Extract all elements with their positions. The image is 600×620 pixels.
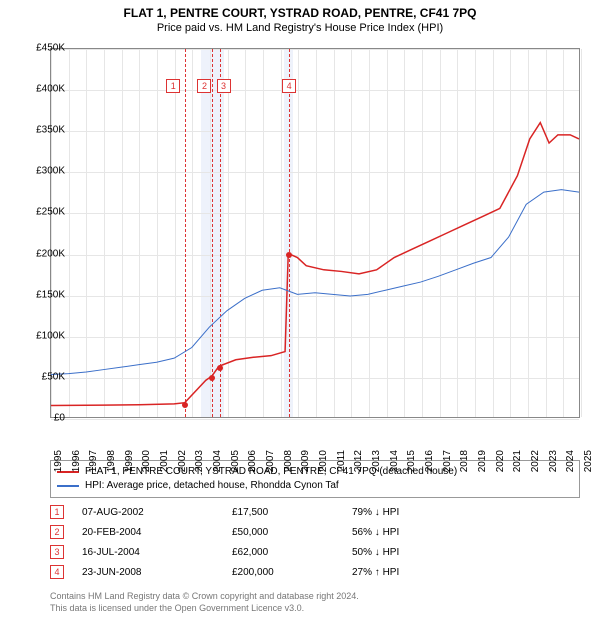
table-date: 07-AUG-2002 xyxy=(82,507,232,518)
x-axis-label: 2015 xyxy=(406,450,417,472)
x-axis-label: 2000 xyxy=(141,450,152,472)
x-axis-label: 2011 xyxy=(336,450,347,472)
table-row: 4 23-JUN-2008£200,00027% ↑ HPI xyxy=(50,562,580,582)
table-price: £62,000 xyxy=(232,547,352,558)
y-axis-label: £400K xyxy=(20,84,65,95)
y-axis-label: £50K xyxy=(20,371,65,382)
x-axis-label: 1996 xyxy=(71,450,82,472)
x-axis-label: 2024 xyxy=(565,450,576,472)
y-axis-label: £250K xyxy=(20,207,65,218)
x-axis-label: 2002 xyxy=(177,450,188,472)
table-diff: 50% ↓ HPI xyxy=(352,547,472,558)
title-main: FLAT 1, PENTRE COURT, YSTRAD ROAD, PENTR… xyxy=(0,6,600,20)
table-date: 23-JUN-2008 xyxy=(82,567,232,578)
chart-area: 1234 xyxy=(50,48,580,418)
x-axis-label: 2021 xyxy=(512,450,523,472)
table-badge: 3 xyxy=(50,545,64,559)
legend-label: HPI: Average price, detached house, Rhon… xyxy=(85,479,339,493)
y-axis-label: £100K xyxy=(20,330,65,341)
x-axis-label: 1997 xyxy=(88,450,99,472)
table-price: £200,000 xyxy=(232,567,352,578)
legend-row: HPI: Average price, detached house, Rhon… xyxy=(57,479,573,493)
x-axis-label: 2005 xyxy=(230,450,241,472)
table-price: £50,000 xyxy=(232,527,352,538)
series-svg xyxy=(51,49,579,417)
sale-marker xyxy=(286,252,292,258)
footer-line-2: This data is licensed under the Open Gov… xyxy=(50,602,359,614)
x-axis-label: 2013 xyxy=(371,450,382,472)
y-axis-label: £200K xyxy=(20,248,65,259)
x-axis-label: 2017 xyxy=(442,450,453,472)
table-badge: 1 xyxy=(50,505,64,519)
x-axis-label: 1999 xyxy=(124,450,135,472)
table-date: 16-JUL-2004 xyxy=(82,547,232,558)
table-diff: 27% ↑ HPI xyxy=(352,567,472,578)
y-axis-label: £300K xyxy=(20,166,65,177)
x-axis-label: 2010 xyxy=(318,450,329,472)
table-diff: 56% ↓ HPI xyxy=(352,527,472,538)
y-axis-label: £450K xyxy=(20,43,65,54)
x-axis-label: 1995 xyxy=(53,450,64,472)
table-badge: 4 xyxy=(50,565,64,579)
sale-marker xyxy=(182,402,188,408)
y-axis-label: £350K xyxy=(20,125,65,136)
table-row: 2 20-FEB-2004£50,00056% ↓ HPI xyxy=(50,522,580,542)
x-axis-label: 2025 xyxy=(583,450,594,472)
footer-line-1: Contains HM Land Registry data © Crown c… xyxy=(50,590,359,602)
x-axis-label: 2007 xyxy=(265,450,276,472)
x-axis-label: 2001 xyxy=(159,450,170,472)
grid-v xyxy=(581,49,582,417)
grid-h xyxy=(51,419,579,420)
x-axis-label: 2016 xyxy=(424,450,435,472)
x-axis-label: 2009 xyxy=(300,450,311,472)
table-row: 3 16-JUL-2004£62,00050% ↓ HPI xyxy=(50,542,580,562)
legend-swatch xyxy=(57,485,79,487)
footer: Contains HM Land Registry data © Crown c… xyxy=(50,590,359,614)
title-block: FLAT 1, PENTRE COURT, YSTRAD ROAD, PENTR… xyxy=(0,0,600,34)
x-axis-label: 2023 xyxy=(548,450,559,472)
x-axis-label: 2003 xyxy=(194,450,205,472)
x-axis-label: 2018 xyxy=(459,450,470,472)
chart-container: FLAT 1, PENTRE COURT, YSTRAD ROAD, PENTR… xyxy=(0,0,600,620)
x-axis-label: 2022 xyxy=(530,450,541,472)
x-axis-label: 2006 xyxy=(247,450,258,472)
x-axis-label: 2012 xyxy=(353,450,364,472)
table-badge: 2 xyxy=(50,525,64,539)
sale-marker xyxy=(209,375,215,381)
y-axis-label: £0 xyxy=(20,413,65,424)
x-axis-label: 2020 xyxy=(495,450,506,472)
sales-table: 1 07-AUG-2002£17,50079% ↓ HPI 2 20-FEB-2004… xyxy=(50,502,580,582)
table-row: 1 07-AUG-2002£17,50079% ↓ HPI xyxy=(50,502,580,522)
x-axis-label: 2004 xyxy=(212,450,223,472)
x-axis-label: 2014 xyxy=(389,450,400,472)
table-diff: 79% ↓ HPI xyxy=(352,507,472,518)
x-axis-label: 2019 xyxy=(477,450,488,472)
table-price: £17,500 xyxy=(232,507,352,518)
x-axis-label: 1998 xyxy=(106,450,117,472)
table-date: 20-FEB-2004 xyxy=(82,527,232,538)
sale-marker xyxy=(217,365,223,371)
series-hpi xyxy=(51,190,579,375)
y-axis-label: £150K xyxy=(20,289,65,300)
title-sub: Price paid vs. HM Land Registry's House … xyxy=(0,22,600,34)
x-axis-label: 2008 xyxy=(283,450,294,472)
series-property xyxy=(51,123,579,406)
